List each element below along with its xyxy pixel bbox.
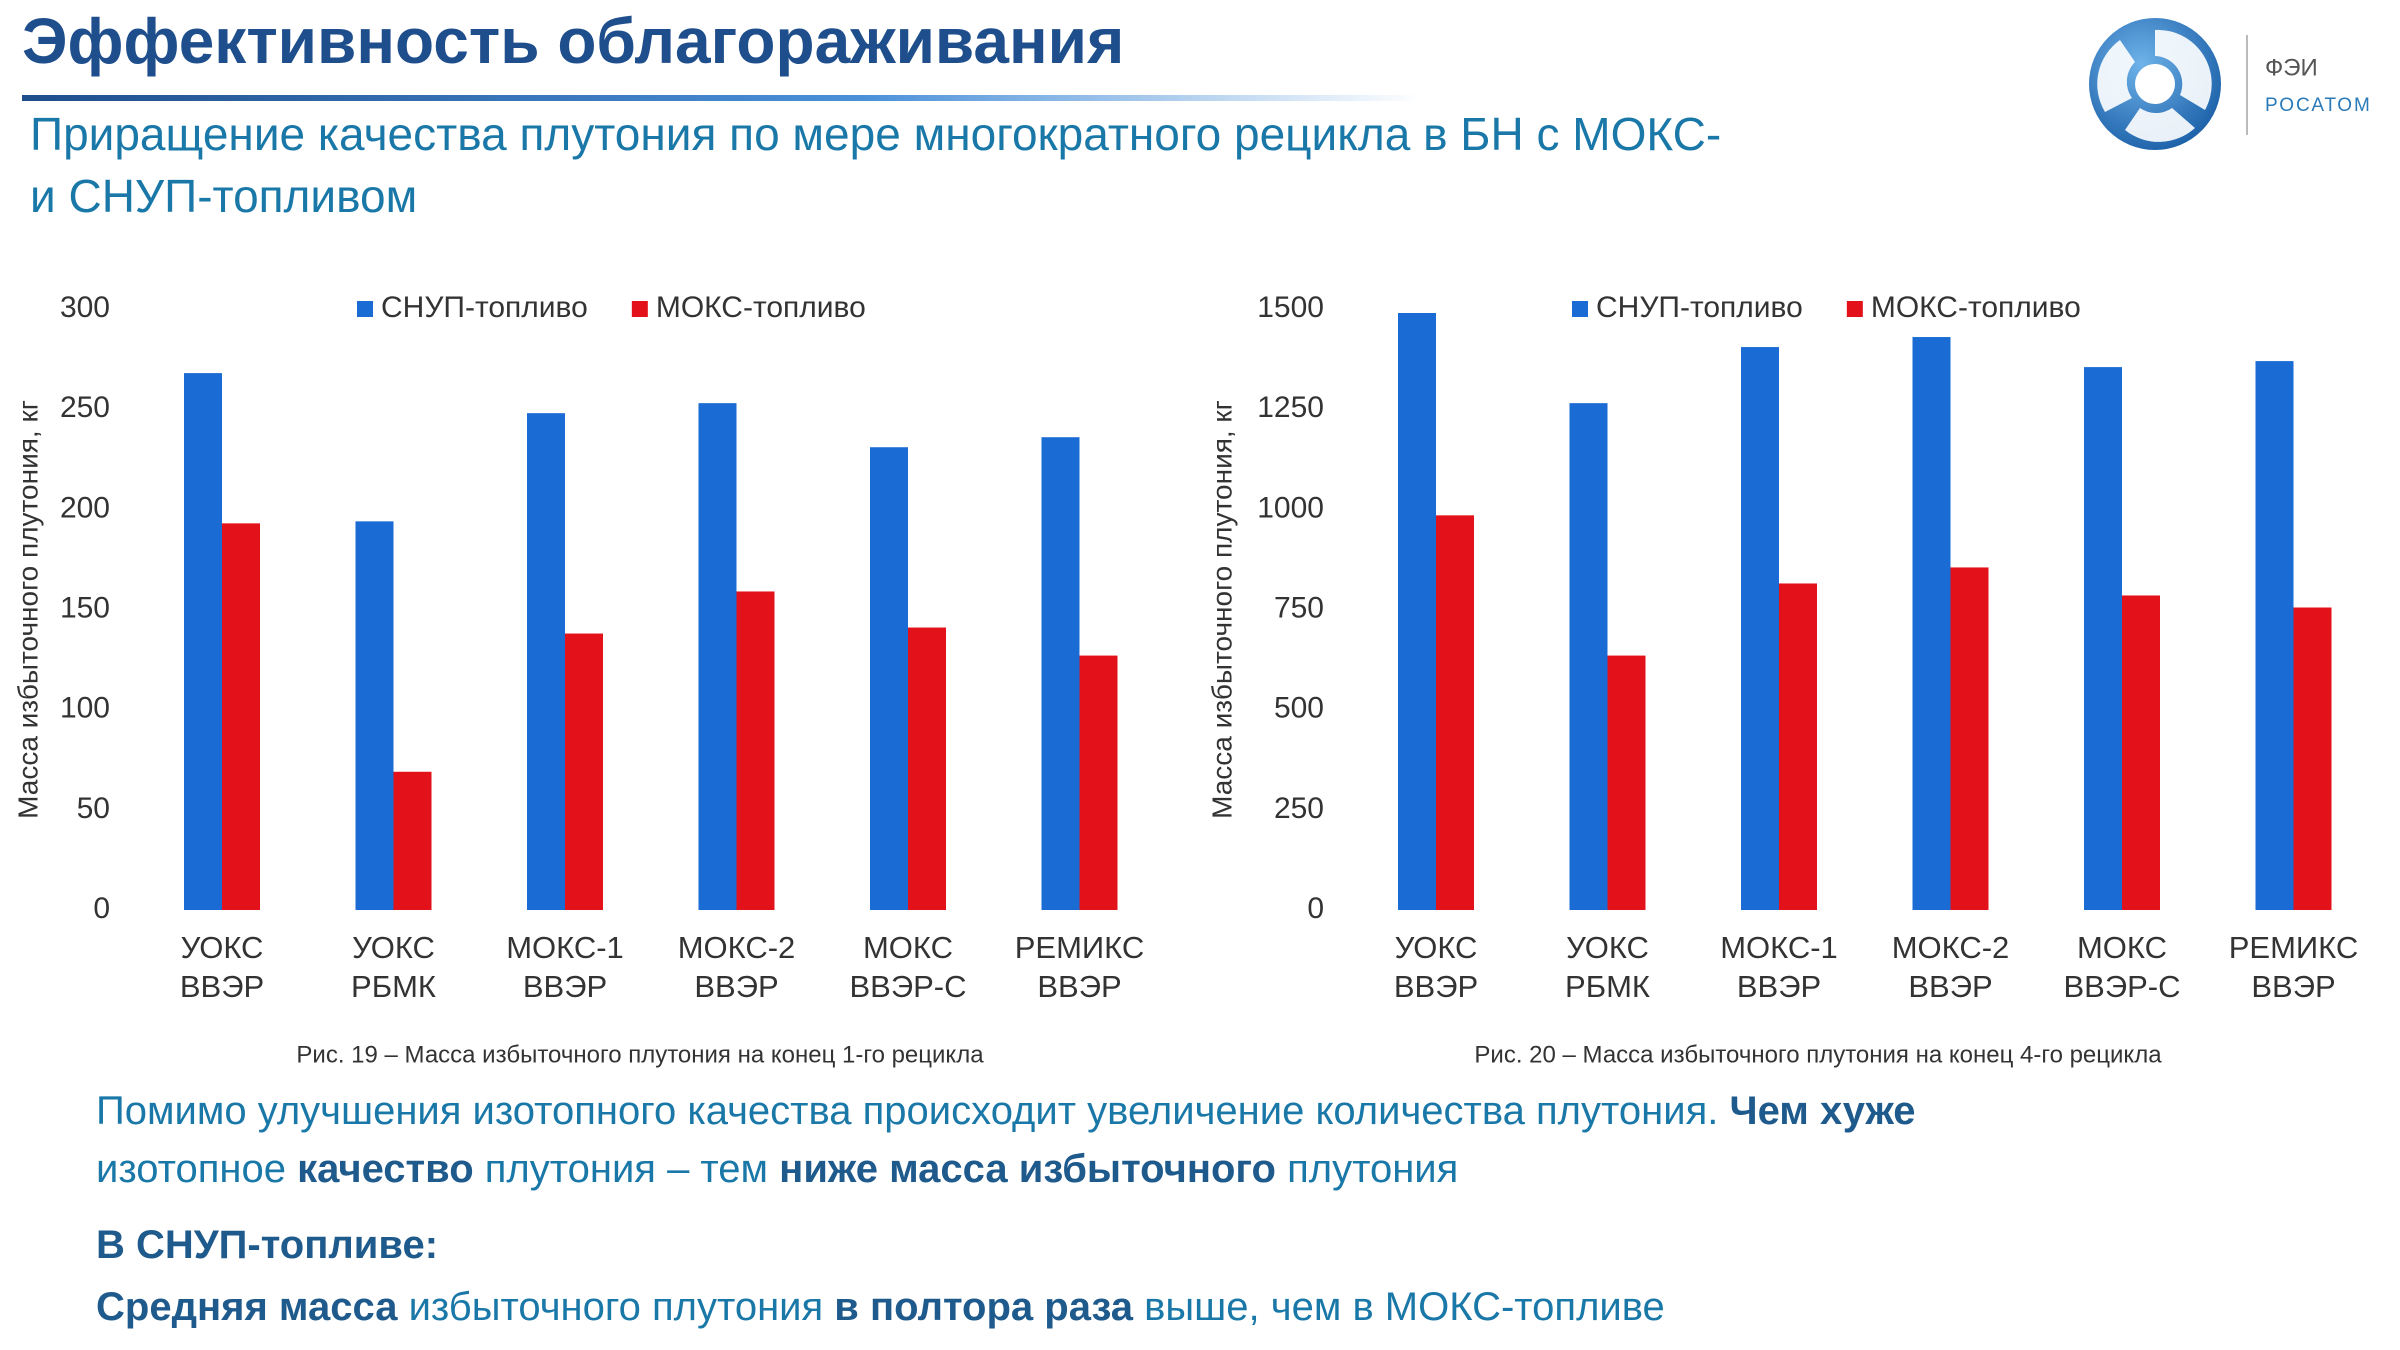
y-tick-label: 0 bbox=[93, 892, 110, 925]
text-run: плутония bbox=[1276, 1147, 1458, 1191]
bar bbox=[908, 627, 946, 910]
bar bbox=[393, 771, 432, 910]
x-tick-label: МОКС bbox=[863, 930, 953, 965]
legend-swatch bbox=[1572, 301, 1588, 317]
bar bbox=[1950, 567, 1989, 910]
x-tick-label: ВВЭР-С bbox=[849, 969, 966, 1004]
text-run: плутония – тем bbox=[474, 1147, 780, 1191]
legend-swatch bbox=[357, 301, 373, 317]
x-tick-label: ВВЭР bbox=[1394, 969, 1478, 1004]
y-tick-label: 250 bbox=[1274, 792, 1324, 825]
text-run: в полтора раза bbox=[834, 1285, 1134, 1329]
x-tick-label: РЕМИКС bbox=[2229, 930, 2359, 965]
legend-swatch bbox=[631, 301, 648, 317]
chart-caption: Рис. 19 – Масса избыточного плутония на … bbox=[296, 1041, 984, 1068]
text-run: изотопное bbox=[96, 1147, 297, 1191]
y-tick-label: 300 bbox=[60, 291, 110, 324]
x-tick-label: УОКС bbox=[352, 930, 435, 965]
x-tick-label: ВВЭР bbox=[1737, 969, 1821, 1004]
x-tick-label: ВВЭР bbox=[1037, 969, 1121, 1004]
x-tick-label: ВВЭР bbox=[180, 969, 264, 1004]
x-tick-label: УОКС bbox=[1566, 930, 1649, 965]
body-text: В СНУП-топливе: bbox=[96, 1223, 438, 1267]
legend-label: МОКС-топливо bbox=[1871, 291, 2081, 324]
y-tick-label: 1250 bbox=[1257, 391, 1324, 424]
bar bbox=[2255, 361, 2294, 910]
x-tick-label: МОКС-1 bbox=[506, 930, 624, 965]
bar bbox=[1398, 313, 1436, 910]
bar bbox=[1912, 337, 1951, 911]
text-run: избыточного плутония bbox=[397, 1285, 834, 1329]
x-tick-label: ВВЭР bbox=[2251, 969, 2335, 1004]
bar bbox=[1779, 583, 1817, 910]
bar bbox=[1436, 515, 1474, 910]
y-tick-label: 100 bbox=[60, 692, 110, 725]
logo bbox=[2089, 18, 2221, 150]
x-tick-label: МОКС-1 bbox=[1720, 930, 1838, 965]
x-tick-label: ВВЭР bbox=[694, 969, 778, 1004]
chart-caption: Рис. 20 – Масса избыточного плутония на … bbox=[1474, 1041, 2162, 1068]
bar bbox=[698, 403, 737, 910]
body-text: Помимо улучшения изотопного качества про… bbox=[96, 1089, 1916, 1133]
text-run: Помимо улучшения изотопного качества про… bbox=[96, 1089, 1729, 1133]
text-run: выше, чем в МОКС-топливе bbox=[1133, 1285, 1665, 1329]
x-tick-label: РБМК bbox=[1565, 969, 1650, 1004]
bar bbox=[736, 591, 775, 910]
y-axis-label: Масса избыточного плутония, кг bbox=[1206, 400, 1237, 819]
bar bbox=[1041, 437, 1080, 910]
bar bbox=[2293, 607, 2332, 910]
y-tick-label: 0 bbox=[1307, 892, 1324, 925]
subtitle: и СНУП-топливом bbox=[30, 170, 417, 222]
bar bbox=[1741, 347, 1779, 910]
bar bbox=[527, 413, 565, 910]
bar bbox=[1079, 655, 1118, 910]
x-tick-label: МОКС-2 bbox=[1892, 930, 2010, 965]
y-axis-label: Масса избыточного плутония, кг bbox=[12, 400, 43, 819]
x-tick-label: ВВЭР bbox=[1908, 969, 1992, 1004]
bar bbox=[2122, 595, 2160, 910]
legend-swatch bbox=[1846, 301, 1863, 317]
bar bbox=[1607, 655, 1646, 910]
legend-label: СНУП-топливо bbox=[1596, 291, 1803, 324]
text-run: В СНУП-топливе: bbox=[96, 1223, 438, 1267]
x-tick-label: РБМК bbox=[351, 969, 436, 1004]
title-underline bbox=[22, 95, 1422, 101]
y-tick-label: 1000 bbox=[1257, 491, 1324, 524]
x-tick-label: УОКС bbox=[1395, 930, 1478, 965]
body-text: изотопное качество плутония – тем ниже м… bbox=[96, 1147, 1458, 1191]
body-text: Средняя масса избыточного плутония в пол… bbox=[96, 1285, 1665, 1329]
logo-org: РОСАТОМ bbox=[2265, 95, 2372, 116]
text-run: Чем хуже bbox=[1729, 1089, 1915, 1133]
y-tick-label: 500 bbox=[1274, 692, 1324, 725]
logo-name: ФЭИ bbox=[2265, 54, 2318, 81]
y-tick-label: 150 bbox=[60, 591, 110, 624]
bar bbox=[184, 373, 222, 910]
text-run: ниже масса избыточного bbox=[779, 1147, 1276, 1191]
bar bbox=[355, 521, 394, 910]
x-tick-label: ВВЭР bbox=[523, 969, 607, 1004]
y-tick-label: 750 bbox=[1274, 591, 1324, 624]
x-tick-label: РЕМИКС bbox=[1015, 930, 1145, 965]
subtitle: Приращение качества плутония по мере мно… bbox=[30, 108, 1721, 160]
y-tick-label: 50 bbox=[77, 792, 110, 825]
y-tick-label: 1500 bbox=[1257, 291, 1324, 324]
text-run: Средняя масса bbox=[96, 1285, 398, 1329]
y-tick-label: 250 bbox=[60, 391, 110, 424]
y-tick-label: 200 bbox=[60, 491, 110, 524]
x-tick-label: ВВЭР-С bbox=[2063, 969, 2180, 1004]
x-tick-label: МОКС bbox=[2077, 930, 2167, 965]
bar bbox=[2084, 367, 2122, 910]
title: Эффективность облагораживания bbox=[22, 5, 1124, 77]
legend-label: СНУП-топливо bbox=[381, 291, 588, 324]
bar bbox=[1569, 403, 1608, 910]
bar bbox=[565, 633, 603, 910]
legend-label: МОКС-топливо bbox=[656, 291, 866, 324]
x-tick-label: УОКС bbox=[181, 930, 264, 965]
bar bbox=[870, 447, 908, 910]
text-run: качество bbox=[297, 1147, 474, 1191]
x-tick-label: МОКС-2 bbox=[678, 930, 796, 965]
bar bbox=[222, 523, 260, 910]
